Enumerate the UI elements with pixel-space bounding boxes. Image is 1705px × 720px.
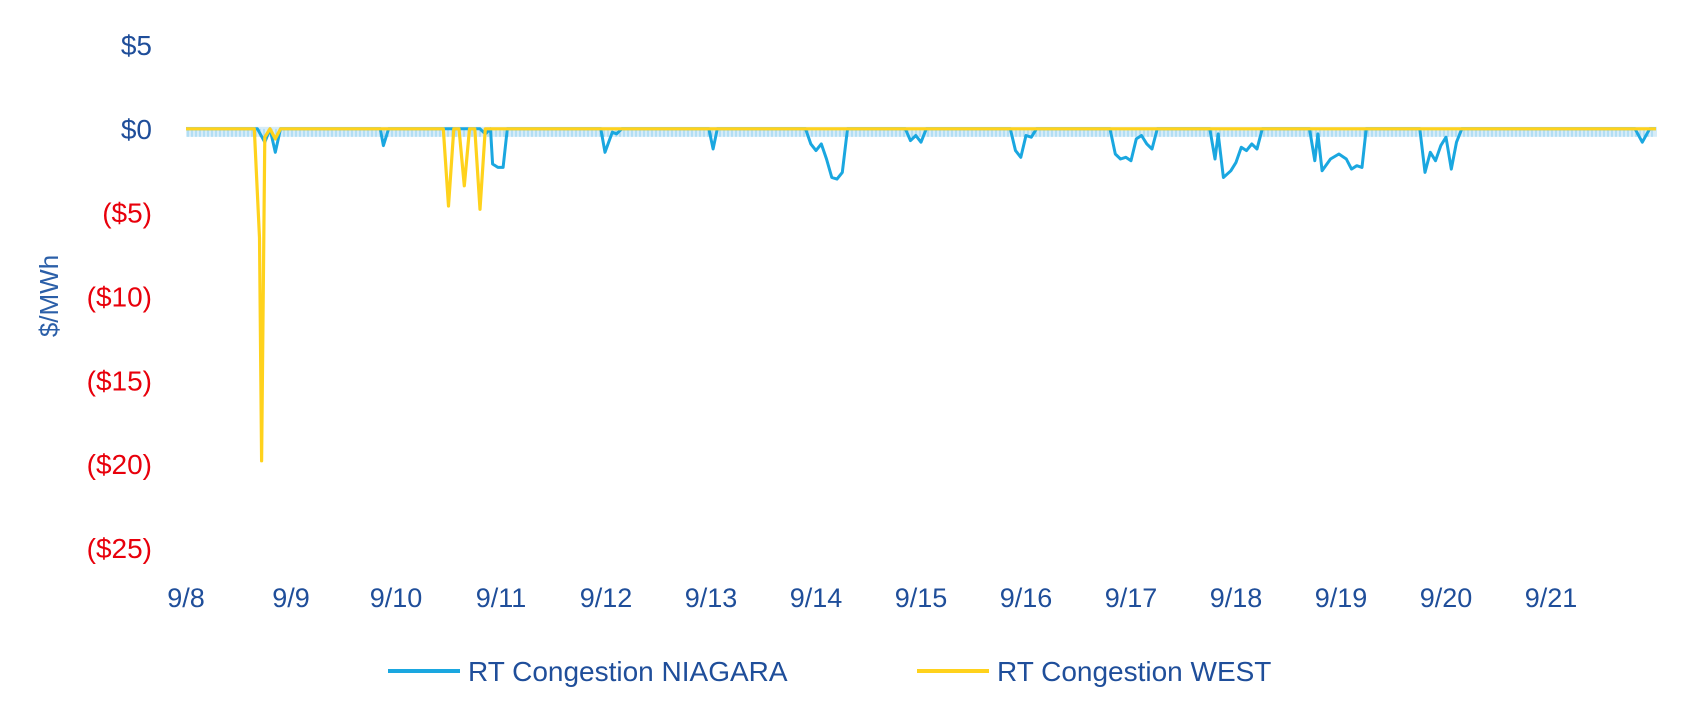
- x-tick-label: 9/15: [895, 583, 948, 613]
- y-tick-label: $0: [121, 114, 152, 145]
- series-layer: [186, 126, 1657, 463]
- y-tick-label: ($5): [102, 198, 152, 229]
- x-tick-label: 9/19: [1315, 583, 1368, 613]
- x-tick-label: 9/13: [685, 583, 738, 613]
- x-tick-label: 9/18: [1210, 583, 1263, 613]
- legend: RT Congestion NIAGARA RT Congestion WEST: [388, 656, 1271, 687]
- y-tick-label: ($15): [87, 365, 152, 396]
- legend-label: RT Congestion NIAGARA: [468, 656, 788, 687]
- y-axis-ticks: $5 $0 ($5) ($10) ($15) ($20) ($25): [87, 30, 152, 564]
- x-tick-label: 9/11: [476, 583, 527, 613]
- x-tick-label: 9/14: [790, 583, 843, 613]
- x-tick-label: 9/17: [1105, 583, 1158, 613]
- x-tick-label: 9/20: [1420, 583, 1473, 613]
- y-tick-label: ($25): [87, 533, 152, 564]
- y-tick-label: ($20): [87, 449, 152, 480]
- legend-label: RT Congestion WEST: [997, 656, 1271, 687]
- x-tick-label: 9/21: [1525, 583, 1578, 613]
- x-tick-label: 9/8: [167, 583, 205, 613]
- x-tick-label: 9/16: [1000, 583, 1053, 613]
- y-axis-title: $/MWh: [34, 255, 64, 337]
- x-tick-label: 9/10: [370, 583, 423, 613]
- y-tick-label: $5: [121, 30, 152, 61]
- x-axis-ticks: 9/8 9/9 9/10 9/11 9/12 9/13 9/14 9/15 9/16 9/17 9/…: [167, 583, 1577, 613]
- x-tick-label: 9/12: [580, 583, 633, 613]
- zero-band: [186, 126, 1657, 137]
- y-tick-label: ($10): [87, 282, 152, 313]
- series-line-west: [186, 127, 1656, 463]
- x-tick-label: 9/9: [272, 583, 310, 613]
